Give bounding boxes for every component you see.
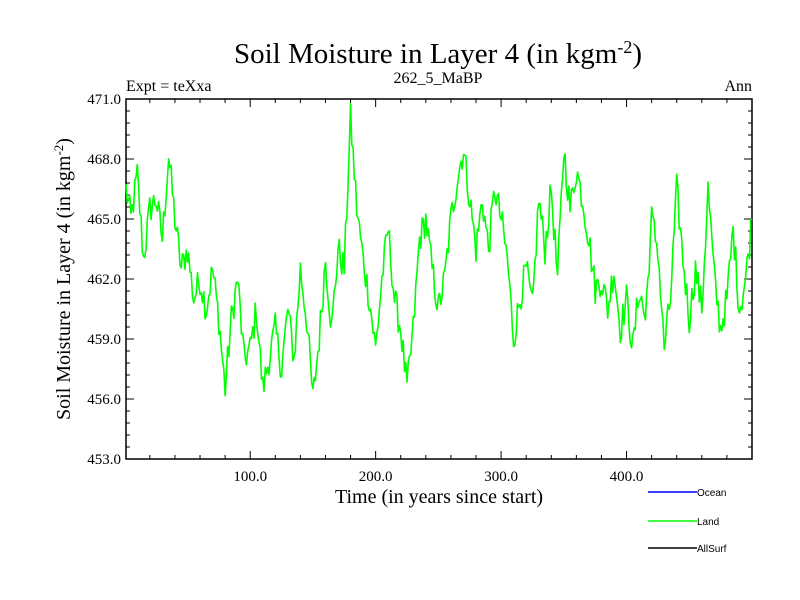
x-tick-label: 300.0 bbox=[484, 469, 518, 485]
y-tick-label: 471.0 bbox=[87, 92, 121, 108]
legend: Ocean Land AllSurf bbox=[648, 488, 727, 555]
x-axis: 100.0 200.0 300.0 400.0 bbox=[149, 99, 728, 485]
y-axis-title: Soil Moisture in Layer 4 (in kgm-2) bbox=[51, 138, 76, 420]
x-tick-label: 100.0 bbox=[233, 469, 267, 485]
legend-label-land: Land bbox=[697, 517, 719, 528]
y-tick-label: 468.0 bbox=[87, 152, 121, 168]
x-axis-title: Time (in years since start) bbox=[335, 486, 543, 508]
subtitle-label: 262_5_MaBP bbox=[394, 70, 483, 87]
y-tick-label: 465.0 bbox=[87, 212, 121, 228]
y-axis: 453.0 456.0 459.0 462.0 465.0 468.0 471.0 bbox=[87, 92, 752, 468]
legend-label-allsurf: AllSurf bbox=[697, 544, 727, 555]
legend-label-ocean: Ocean bbox=[697, 488, 726, 499]
y-tick-label: 456.0 bbox=[87, 392, 121, 408]
y-tick-label: 459.0 bbox=[87, 332, 121, 348]
series-line-land bbox=[125, 103, 753, 397]
series-group bbox=[125, 103, 753, 397]
x-tick-label: 400.0 bbox=[610, 469, 644, 485]
period-label: Ann bbox=[724, 78, 752, 95]
y-tick-label: 453.0 bbox=[87, 452, 121, 468]
y-tick-label: 462.0 bbox=[87, 272, 121, 288]
plot-frame bbox=[125, 98, 753, 460]
x-tick-label: 200.0 bbox=[359, 469, 393, 485]
chart-title: Soil Moisture in Layer 4 (in kgm-2) bbox=[234, 37, 642, 70]
experiment-label: Expt = teXxa bbox=[126, 78, 211, 95]
